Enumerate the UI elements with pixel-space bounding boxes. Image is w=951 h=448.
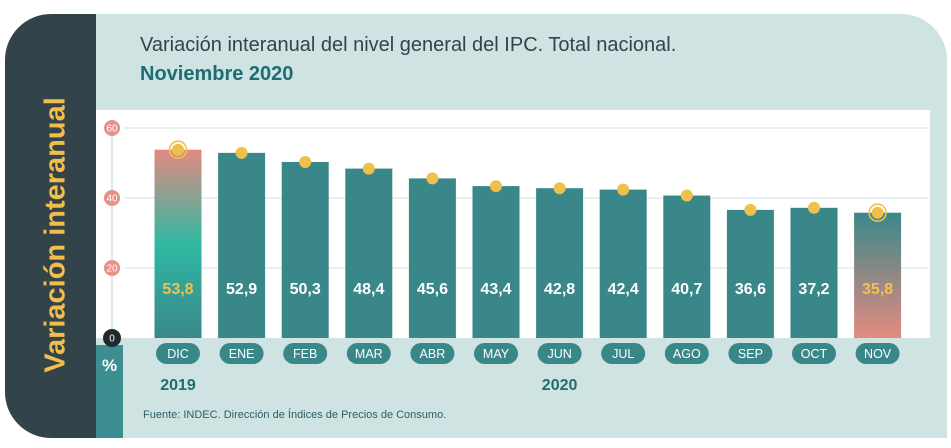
- month-label-dic: DIC: [167, 347, 189, 361]
- dot-sep: [744, 203, 757, 216]
- tick-label-0: 0: [109, 334, 115, 345]
- bar-feb: [281, 161, 329, 338]
- month-pill-nov: [855, 343, 900, 364]
- tick-label-40: 40: [106, 194, 118, 205]
- bar-oct: [790, 207, 838, 338]
- bar-jun: [536, 188, 584, 338]
- bar-jul: [599, 189, 647, 338]
- dot-may: [490, 180, 502, 193]
- dot-ago: [680, 189, 693, 202]
- dot-ring-dic: [168, 140, 188, 159]
- unit-strip: [96, 345, 123, 438]
- value-label-abr: 45,6: [417, 281, 448, 298]
- month-label-abr: ABR: [420, 347, 446, 361]
- dot-mar: [362, 162, 375, 175]
- value-label-may: 43,4: [480, 281, 511, 298]
- chart-subtitle: Noviembre 2020: [140, 63, 294, 85]
- dot-ring-nov: [868, 203, 887, 222]
- value-label-feb: 50,3: [290, 281, 321, 298]
- month-pill-ene: [219, 343, 264, 364]
- dot-abr: [426, 172, 439, 185]
- bar-dic: [154, 149, 202, 338]
- month-pill-mar: [346, 343, 391, 364]
- bar-ago: [663, 195, 711, 338]
- month-label-ago: AGO: [673, 347, 701, 361]
- bar-nov: [854, 212, 902, 338]
- month-pill-sep: [728, 343, 773, 364]
- chart-title: Variación interanual del nivel general d…: [140, 34, 677, 56]
- month-pill-feb: [283, 343, 328, 364]
- tick-marker-0: [103, 329, 121, 347]
- tick-label-60: 60: [106, 124, 118, 135]
- month-pill-jun: [537, 343, 582, 364]
- month-label-jun: JUN: [547, 347, 571, 361]
- month-pill-dic: [156, 343, 200, 364]
- bar-abr: [408, 178, 456, 338]
- month-pill-ago: [664, 343, 709, 364]
- value-label-sep: 36,6: [735, 281, 766, 298]
- value-label-jul: 42,4: [608, 281, 639, 298]
- source-note: Fuente: INDEC. Dirección de Índices de P…: [143, 409, 447, 421]
- bar-may: [472, 186, 520, 338]
- month-pill-abr: [410, 343, 455, 364]
- month-label-oct: OCT: [801, 347, 828, 361]
- month-label-nov: NOV: [864, 347, 892, 361]
- unit-label: %: [101, 356, 118, 375]
- month-label-sep: SEP: [738, 347, 763, 361]
- bar-ene: [218, 152, 266, 338]
- dot-dic: [172, 143, 184, 156]
- dot-ene: [235, 146, 248, 159]
- bar-sep: [726, 209, 774, 338]
- month-label-may: MAY: [483, 347, 510, 361]
- dot-oct: [808, 201, 820, 214]
- year-label-2020: 2020: [542, 377, 578, 394]
- dot-nov: [871, 206, 884, 219]
- dot-jul: [617, 183, 630, 196]
- dot-jun: [553, 182, 566, 195]
- value-label-ene: 52,9: [226, 281, 257, 298]
- tick-marker-40: [104, 190, 120, 206]
- year-label-2019: 2019: [160, 377, 196, 394]
- month-label-ene: ENE: [229, 347, 255, 361]
- tick-label-20: 20: [106, 264, 118, 275]
- month-label-mar: MAR: [355, 347, 383, 361]
- bar-mar: [345, 168, 393, 338]
- month-pill-may: [474, 343, 518, 364]
- side-panel: [5, 14, 96, 438]
- dot-feb: [299, 155, 312, 168]
- tick-marker-20: [104, 260, 120, 276]
- value-label-nov: 35,8: [862, 281, 893, 298]
- month-pill-jul: [601, 343, 646, 364]
- value-label-jun: 42,8: [544, 281, 575, 298]
- month-label-feb: FEB: [293, 347, 317, 361]
- value-label-mar: 48,4: [353, 281, 384, 298]
- value-label-oct: 37,2: [798, 281, 829, 298]
- month-pill-oct: [792, 343, 836, 364]
- tick-marker-60: [104, 120, 120, 136]
- value-label-ago: 40,7: [671, 281, 702, 298]
- value-label-dic: 53,8: [162, 281, 193, 298]
- month-label-jul: JUL: [612, 347, 634, 361]
